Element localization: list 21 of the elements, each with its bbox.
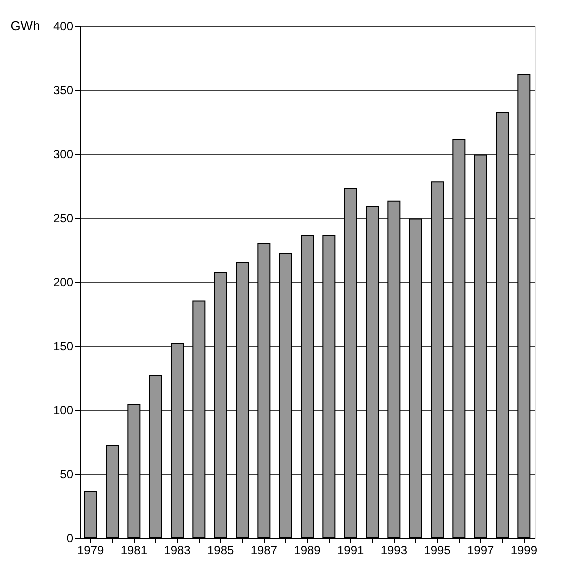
x-tick-label: 1991 (337, 544, 365, 558)
y-tick-label: 400 (53, 20, 74, 34)
y-axis-title: GWh (10, 18, 40, 34)
y-tick-label: 0 (66, 532, 74, 546)
x-tick-label: 1985 (207, 544, 235, 558)
x-tick-label: 1999 (510, 544, 538, 558)
y-tick-label: 250 (53, 212, 74, 226)
y-tick-label: 300 (53, 148, 74, 162)
x-tick-label: 1995 (424, 544, 452, 558)
y-tick-label: 200 (53, 276, 74, 290)
y-tick-label: 50 (60, 468, 74, 482)
x-tick-label: 1993 (380, 544, 408, 558)
x-tick-label: 1997 (467, 544, 495, 558)
x-tick-label: 1979 (77, 544, 105, 558)
y-tick-label: 100 (53, 404, 74, 418)
x-tick-label: 1981 (120, 544, 148, 558)
x-tick-label: 1983 (164, 544, 192, 558)
x-tick-label: 1987 (250, 544, 278, 558)
y-tick-label: 150 (53, 340, 74, 354)
y-tick-label: 350 (53, 84, 74, 98)
x-tick-label: 1989 (294, 544, 322, 558)
